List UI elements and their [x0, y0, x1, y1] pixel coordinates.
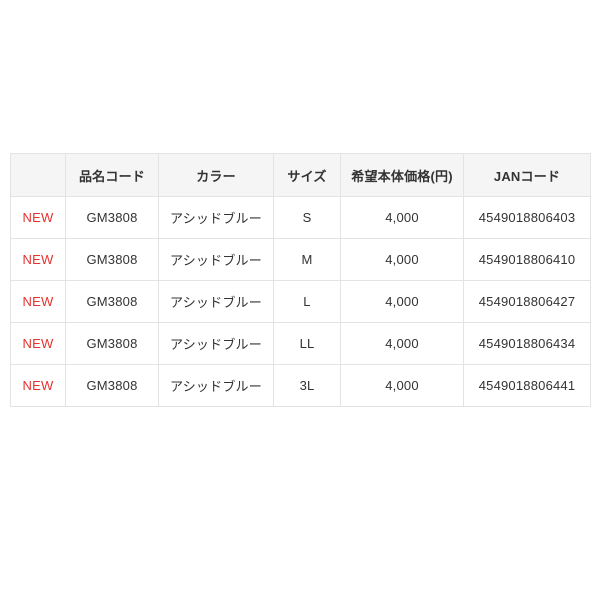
cell-jan-code: 4549018806403 — [463, 196, 591, 239]
header-cell-jan-code: JANコード — [463, 153, 591, 197]
header-cell-product-code: 品名コード — [65, 153, 159, 197]
cell-price: 4,000 — [340, 280, 464, 323]
new-badge: NEW — [10, 196, 66, 239]
cell-product-code: GM3808 — [65, 280, 159, 323]
table-row: NEW GM3808 アシッドブルー L 4,000 4549018806427 — [10, 280, 591, 323]
table-row: NEW GM3808 アシッドブルー 3L 4,000 454901880644… — [10, 364, 591, 407]
cell-size: M — [273, 238, 341, 281]
cell-jan-code: 4549018806427 — [463, 280, 591, 323]
cell-product-code: GM3808 — [65, 196, 159, 239]
cell-color: アシッドブルー — [158, 280, 274, 323]
new-badge: NEW — [10, 364, 66, 407]
new-badge: NEW — [10, 322, 66, 365]
cell-jan-code: 4549018806441 — [463, 364, 591, 407]
cell-size: L — [273, 280, 341, 323]
table-row: NEW GM3808 アシッドブルー M 4,000 4549018806410 — [10, 238, 591, 281]
header-row: 品名コード カラー サイズ 希望本体価格(円) JANコード — [10, 153, 591, 197]
cell-price: 4,000 — [340, 238, 464, 281]
header-cell-price: 希望本体価格(円) — [340, 153, 464, 197]
cell-product-code: GM3808 — [65, 364, 159, 407]
cell-jan-code: 4549018806434 — [463, 322, 591, 365]
cell-color: アシッドブルー — [158, 196, 274, 239]
cell-color: アシッドブルー — [158, 238, 274, 281]
cell-price: 4,000 — [340, 364, 464, 407]
cell-product-code: GM3808 — [65, 322, 159, 365]
cell-size: S — [273, 196, 341, 239]
product-spec-table-wrap: 品名コード カラー サイズ 希望本体価格(円) JANコード NEW GM380… — [10, 153, 591, 407]
cell-color: アシッドブルー — [158, 322, 274, 365]
cell-product-code: GM3808 — [65, 238, 159, 281]
cell-size: LL — [273, 322, 341, 365]
table-row: NEW GM3808 アシッドブルー LL 4,000 454901880643… — [10, 322, 591, 365]
cell-size: 3L — [273, 364, 341, 407]
header-cell-size: サイズ — [273, 153, 341, 197]
cell-price: 4,000 — [340, 196, 464, 239]
cell-jan-code: 4549018806410 — [463, 238, 591, 281]
new-badge: NEW — [10, 280, 66, 323]
cell-price: 4,000 — [340, 322, 464, 365]
header-cell-badge — [10, 153, 66, 197]
product-spec-table: 品名コード カラー サイズ 希望本体価格(円) JANコード NEW GM380… — [10, 153, 591, 407]
new-badge: NEW — [10, 238, 66, 281]
table-row: NEW GM3808 アシッドブルー S 4,000 4549018806403 — [10, 196, 591, 239]
header-cell-color: カラー — [158, 153, 274, 197]
cell-color: アシッドブルー — [158, 364, 274, 407]
